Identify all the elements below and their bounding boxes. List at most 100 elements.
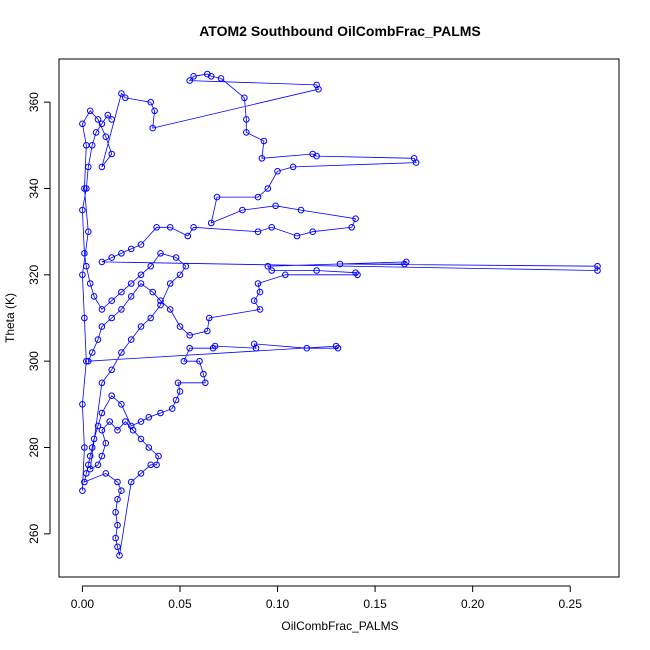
data-point — [209, 344, 217, 352]
data-point — [98, 426, 106, 434]
data-point — [282, 271, 289, 279]
data-point — [83, 357, 90, 365]
data-point — [112, 534, 119, 542]
data-point — [217, 75, 225, 82]
data-point — [190, 224, 197, 231]
data-point — [104, 111, 112, 119]
data-point — [112, 509, 119, 516]
y-tick-label: 320 — [27, 265, 41, 285]
data-point — [108, 392, 115, 400]
data-point — [204, 327, 211, 335]
data-point — [200, 370, 207, 378]
data-point — [81, 444, 88, 451]
data-point — [108, 254, 115, 261]
data-point — [108, 366, 115, 374]
data-point — [211, 342, 219, 350]
data-point — [268, 224, 276, 231]
data-point — [129, 426, 137, 434]
data-point — [118, 487, 125, 495]
data-point — [85, 163, 92, 171]
data-point — [157, 250, 164, 257]
data-point — [157, 297, 164, 305]
x-tick-label: 0.25 — [559, 597, 583, 611]
data-point — [313, 81, 320, 89]
data-point — [79, 120, 86, 128]
data-point — [118, 90, 125, 97]
data-point — [303, 344, 311, 352]
data-point — [172, 254, 180, 261]
x-tick-label: 0.05 — [168, 597, 192, 611]
data-point — [108, 314, 115, 322]
data-point — [118, 288, 125, 296]
data-point — [186, 344, 193, 352]
y-tick-label: 340 — [27, 178, 41, 198]
data-point — [293, 232, 301, 240]
data-point — [98, 306, 106, 313]
data-point — [594, 267, 601, 274]
data-point — [153, 224, 160, 231]
series-line — [81, 73, 598, 556]
data-point — [92, 129, 100, 136]
data-point — [88, 142, 96, 149]
data-point — [127, 280, 135, 287]
data-point — [83, 262, 90, 270]
data-point — [83, 185, 90, 192]
data-point — [79, 206, 86, 214]
data-point — [182, 262, 190, 270]
series-layer — [79, 70, 601, 559]
x-tick-label: 0.15 — [363, 597, 387, 611]
data-point — [180, 357, 188, 365]
data-point — [108, 150, 115, 158]
data-point — [258, 155, 266, 162]
data-point — [260, 137, 268, 145]
data-point — [254, 193, 262, 201]
data-point — [98, 323, 106, 330]
data-point — [309, 228, 317, 235]
data-point — [88, 444, 96, 451]
data-point — [186, 332, 193, 339]
data-point — [315, 85, 322, 93]
data-point — [102, 439, 110, 447]
data-point — [149, 124, 156, 132]
data-point — [256, 288, 264, 296]
data-point — [81, 478, 88, 486]
data-point — [147, 98, 154, 106]
data-point — [86, 465, 94, 473]
data-point — [137, 241, 145, 248]
data-point — [354, 271, 361, 279]
data-point — [264, 185, 272, 192]
x-tick-label: 0.10 — [266, 597, 290, 611]
data-point — [313, 267, 320, 274]
data-point — [114, 543, 121, 551]
data-point — [166, 224, 174, 231]
data-point — [114, 521, 121, 529]
data-point — [137, 323, 145, 330]
data-point — [98, 120, 106, 128]
data-point — [166, 280, 174, 287]
data-point — [297, 206, 305, 214]
data-point — [81, 250, 88, 257]
data-point — [151, 107, 158, 115]
data-point — [98, 452, 106, 460]
data-point — [149, 288, 156, 296]
data-point — [98, 379, 106, 387]
data-point — [174, 379, 182, 387]
data-point — [332, 342, 340, 350]
data-point — [116, 552, 123, 559]
data-point — [98, 258, 106, 266]
data-point — [207, 73, 215, 80]
data-point — [108, 116, 115, 123]
data-point — [83, 470, 90, 477]
data-point — [145, 444, 153, 451]
data-point — [168, 405, 176, 412]
data-point — [289, 163, 297, 171]
data-point — [102, 470, 110, 477]
data-point — [81, 314, 88, 322]
data-point — [207, 219, 215, 227]
data-point — [94, 116, 102, 123]
data-point — [118, 349, 125, 356]
data-point — [239, 206, 246, 214]
x-tick-label: 0.20 — [461, 597, 485, 611]
data-point — [274, 167, 281, 175]
